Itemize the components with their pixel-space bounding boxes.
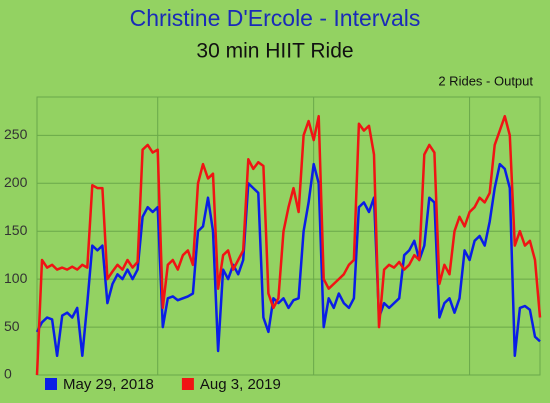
- chart-subtitle: 30 min HIIT Ride: [196, 40, 353, 63]
- y-tick-label: 50: [4, 318, 20, 334]
- y-tick-label: 100: [4, 270, 28, 286]
- y-tick-label: 250: [4, 126, 28, 142]
- legend-label: May 29, 2018: [63, 376, 154, 393]
- y-tick-label: 150: [4, 222, 28, 238]
- annotation: 2 Rides - Output: [438, 73, 533, 88]
- y-tick-label: 200: [4, 174, 28, 190]
- plot-area: [36, 96, 541, 376]
- line-series: [35, 162, 541, 358]
- legend-label: Aug 3, 2019: [200, 376, 281, 393]
- chart-title: Christine D'Ercole - Intervals: [130, 5, 421, 31]
- legend-swatch: [181, 378, 194, 390]
- y-tick-label: 0: [4, 366, 12, 382]
- line-series: [35, 114, 542, 376]
- legend-swatch: [45, 378, 57, 390]
